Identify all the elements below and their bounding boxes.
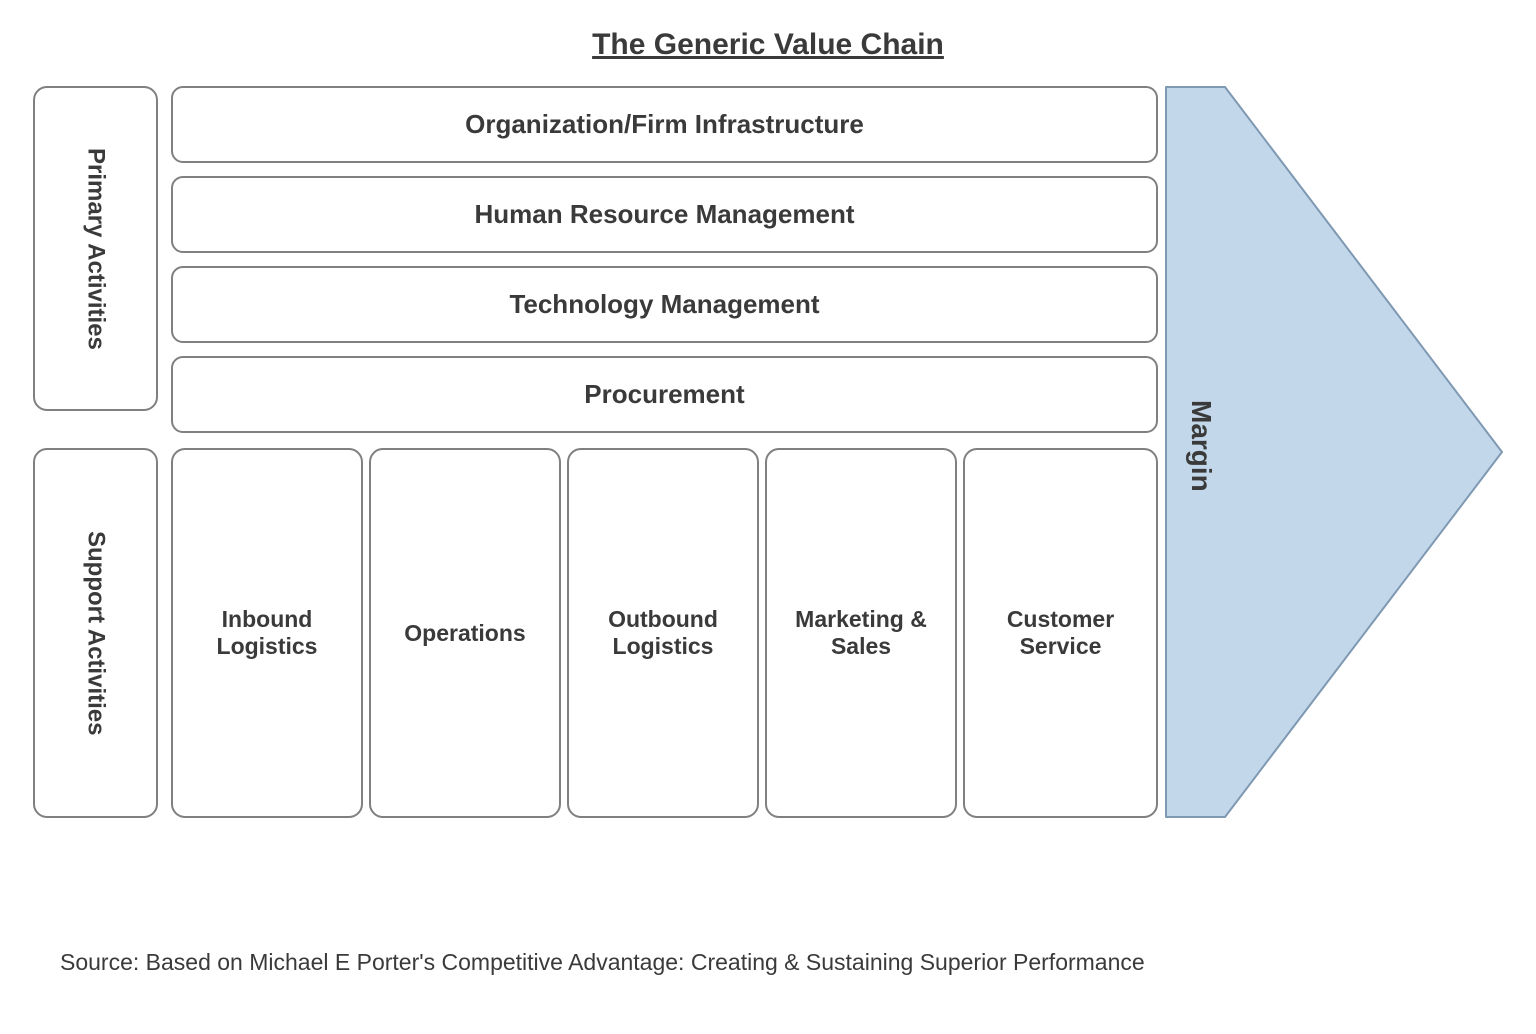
support-row-3: Procurement bbox=[171, 356, 1158, 433]
primary-col-0: Inbound Logistics bbox=[171, 448, 363, 818]
primary-col-2-label: Outbound Logistics bbox=[577, 606, 749, 660]
primary-col-1: Operations bbox=[369, 448, 561, 818]
side-label-support-text: Support Activities bbox=[82, 531, 110, 735]
margin-label: Margin bbox=[1185, 400, 1217, 492]
primary-col-3-label: Marketing & Sales bbox=[775, 606, 947, 660]
support-row-2-label: Technology Management bbox=[509, 289, 819, 320]
support-row-1-label: Human Resource Management bbox=[475, 199, 855, 230]
primary-col-4: Customer Service bbox=[963, 448, 1158, 818]
side-label-primary-text: Primary Activities bbox=[82, 148, 110, 350]
support-row-0-label: Organization/Firm Infrastructure bbox=[465, 109, 864, 140]
primary-col-3: Marketing & Sales bbox=[765, 448, 957, 818]
primary-col-2: Outbound Logistics bbox=[567, 448, 759, 818]
diagram-title: The Generic Value Chain bbox=[0, 0, 1536, 80]
primary-col-0-label: Inbound Logistics bbox=[181, 606, 353, 660]
side-label-support: Support Activities bbox=[33, 448, 158, 818]
primary-col-4-label: Customer Service bbox=[973, 606, 1148, 660]
support-row-3-label: Procurement bbox=[584, 379, 744, 410]
support-row-0: Organization/Firm Infrastructure bbox=[171, 86, 1158, 163]
support-row-1: Human Resource Management bbox=[171, 176, 1158, 253]
side-label-primary: Primary Activities bbox=[33, 86, 158, 411]
primary-col-1-label: Operations bbox=[404, 620, 525, 647]
support-row-2: Technology Management bbox=[171, 266, 1158, 343]
value-chain-diagram: Primary Activities Support Activities Or… bbox=[33, 80, 1503, 890]
source-citation: Source: Based on Michael E Porter's Comp… bbox=[60, 949, 1145, 976]
